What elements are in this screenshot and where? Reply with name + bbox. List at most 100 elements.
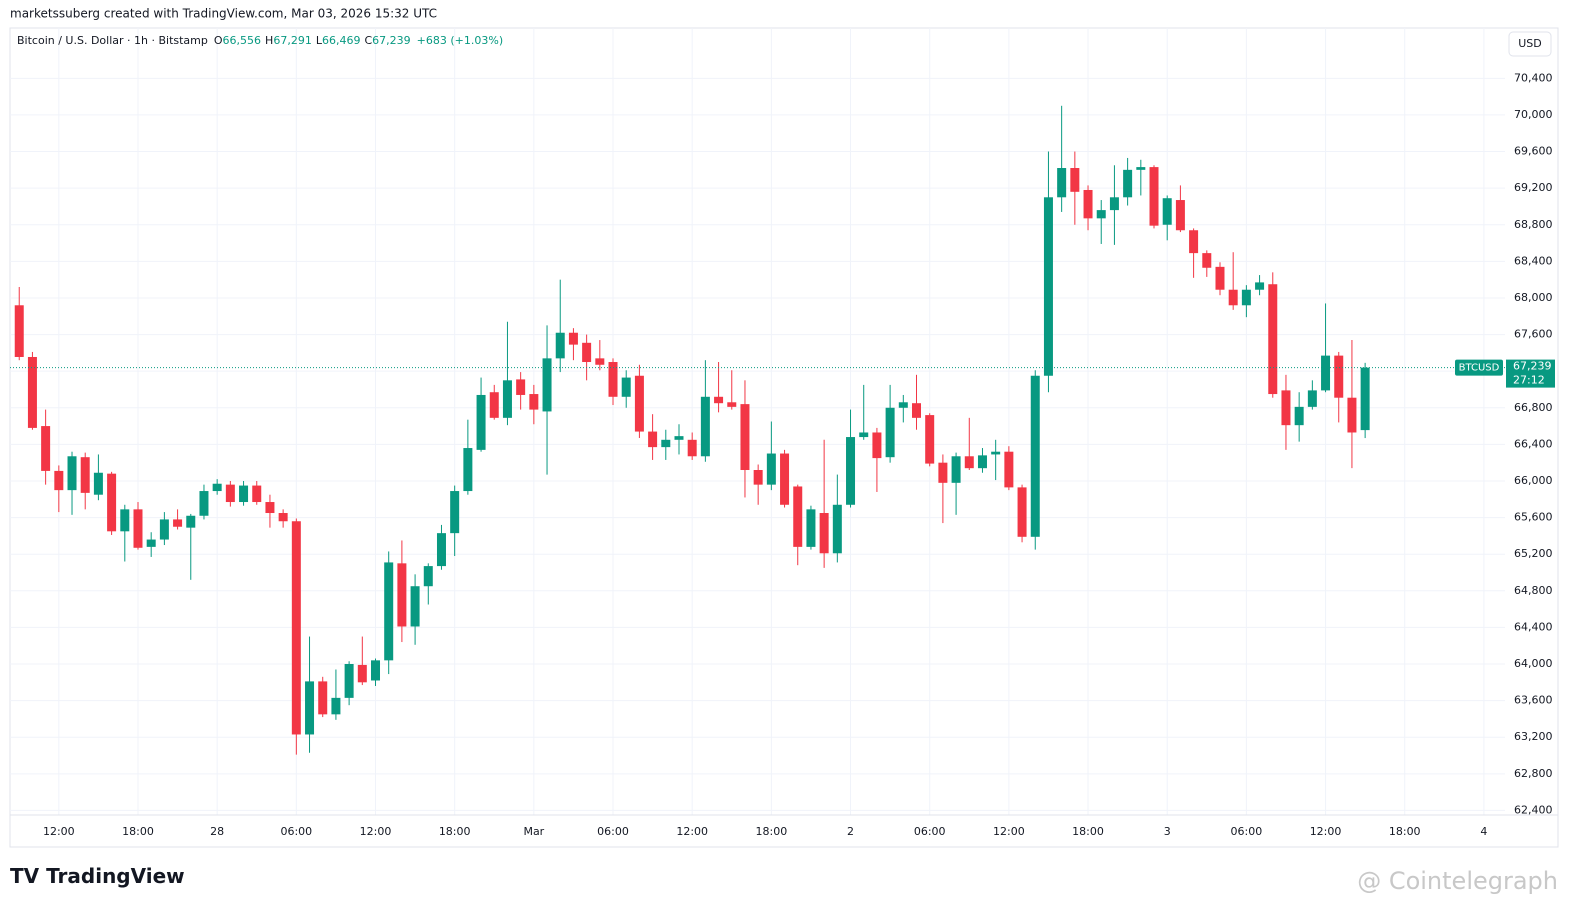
candle-body (265, 502, 275, 514)
candle-body (912, 403, 922, 418)
candle-body (159, 519, 169, 540)
x-tick-label: 18:00 (1072, 825, 1104, 838)
candle-body (1360, 367, 1370, 431)
candle-body (120, 509, 130, 532)
legend-h: 67,291 (273, 34, 312, 47)
candle-body (555, 332, 565, 359)
candle-body (608, 362, 618, 397)
candle-body (568, 332, 578, 345)
candle-body (753, 470, 763, 485)
caption: marketssuberg created with TradingView.c… (10, 7, 437, 21)
x-tick-label: 12:00 (676, 825, 708, 838)
x-tick-label: Mar (523, 825, 544, 838)
x-tick-label: 12:00 (43, 825, 75, 838)
legend-c: 67,239 (372, 34, 411, 47)
grid: 62,400 62,800 63,200 63,600 64,000 64,400 64,8… (10, 28, 1553, 838)
currency[interactable]: USD (1518, 37, 1542, 50)
x-tick-label: 18:00 (122, 825, 154, 838)
y-tick-label: 66,800 (1514, 401, 1553, 414)
candle-body (819, 513, 829, 554)
candle-body (1189, 230, 1199, 254)
candle-body (925, 415, 935, 464)
y-tick-label: 64,000 (1514, 657, 1553, 670)
x-tick-label: 18:00 (1389, 825, 1421, 838)
currency-button[interactable] (1508, 31, 1552, 57)
legend-l: 66,469 (322, 34, 361, 47)
x-tick-label: 12:00 (360, 825, 392, 838)
candle-body (885, 407, 895, 458)
candle-body (239, 485, 249, 503)
candle-body (423, 566, 433, 587)
candle-body (1281, 390, 1291, 426)
candle-body (186, 515, 196, 528)
candle-body (859, 432, 869, 438)
candle-body (41, 426, 51, 471)
candle-body (1017, 487, 1027, 537)
candle-body (463, 448, 473, 492)
candle-body (14, 305, 24, 357)
legend-h-label: H (265, 34, 273, 47)
candle-body (1030, 375, 1040, 537)
candle-body (1136, 167, 1146, 170)
x-tick-label: 4 (1480, 825, 1487, 838)
countdown: 27:12 (1513, 374, 1545, 387)
candle-body (582, 342, 592, 363)
candle-body (384, 562, 394, 661)
candle-body (173, 519, 183, 527)
x-tick-label: 06:00 (1231, 825, 1263, 838)
symbol-label: BTCUSD (1459, 363, 1500, 374)
candle-body (964, 456, 974, 469)
candle-body (991, 451, 1001, 455)
candle-body (621, 377, 631, 397)
candle-body (1083, 189, 1093, 219)
brand-logo: 𝗧𝗩 (10, 864, 46, 888)
candle-body (1004, 451, 1014, 488)
candle-body (1202, 253, 1212, 268)
candle-body (1123, 169, 1133, 198)
candle-body (634, 375, 644, 432)
y-tick-label: 66,400 (1514, 437, 1553, 450)
candle-body (687, 439, 697, 457)
y-tick-label: 65,200 (1514, 547, 1553, 560)
brand-name: TradingView (46, 864, 185, 888)
y-tick-label: 69,600 (1514, 145, 1553, 158)
candle-body (1070, 168, 1080, 192)
y-tick-label: 69,200 (1514, 181, 1553, 194)
candle-body (648, 431, 658, 448)
y-tick-label: 64,800 (1514, 584, 1553, 597)
x-tick-label: 2 (847, 825, 854, 838)
candle-body (1268, 284, 1278, 395)
candle-body (318, 681, 328, 715)
y-tick-label: 65,600 (1514, 511, 1553, 524)
legend-c-label: C (364, 34, 372, 47)
legend: Bitcoin / U.S. Dollar · 1h · Bitstamp O66… (17, 34, 503, 47)
candle-body (1321, 355, 1331, 391)
candle-body (54, 470, 64, 491)
candle-body (67, 456, 77, 491)
candle-body (1294, 406, 1304, 426)
candle-body (252, 485, 262, 503)
candle-body (1228, 289, 1238, 306)
brand: 𝗧𝗩 TradingView (10, 864, 185, 888)
y-tick-label: 68,400 (1514, 254, 1553, 267)
y-tick-label: 63,600 (1514, 694, 1553, 707)
candle-body (1109, 197, 1119, 211)
candle-body (93, 472, 103, 495)
candle-body (1175, 200, 1185, 231)
x-tick-label: 3 (1164, 825, 1171, 838)
candle-body (1347, 397, 1357, 433)
candle-body (278, 513, 288, 522)
candle-body (331, 697, 341, 715)
candle-body (133, 509, 143, 548)
candle-body (595, 358, 605, 365)
legend-l-label: L (316, 34, 323, 47)
candles (14, 105, 1370, 755)
candle-body (714, 396, 724, 404)
x-tick-label: 28 (210, 825, 224, 838)
candle-body (529, 394, 539, 410)
legend-title: Bitcoin / U.S. Dollar · 1h · Bitstamp (17, 34, 208, 47)
candle-body (27, 356, 37, 428)
price-box (1506, 359, 1555, 388)
